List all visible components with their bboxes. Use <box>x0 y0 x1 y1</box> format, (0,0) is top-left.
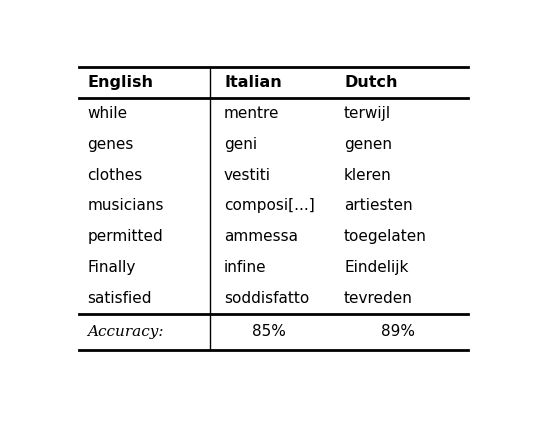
Text: while: while <box>88 106 128 121</box>
Text: kleren: kleren <box>344 167 392 183</box>
Text: composi[...]: composi[...] <box>224 198 315 213</box>
Text: genen: genen <box>344 137 392 152</box>
Text: musicians: musicians <box>88 198 164 213</box>
Text: English: English <box>88 75 153 90</box>
Text: genes: genes <box>88 137 134 152</box>
Text: tevreden: tevreden <box>344 291 413 306</box>
Text: 89%: 89% <box>381 324 415 339</box>
Text: vestiti: vestiti <box>224 167 271 183</box>
Text: clothes: clothes <box>88 167 143 183</box>
Text: soddisfatto: soddisfatto <box>224 291 309 306</box>
Text: infine: infine <box>224 260 266 275</box>
Text: artiesten: artiesten <box>344 198 413 213</box>
Text: Dutch: Dutch <box>344 75 397 90</box>
Text: ammessa: ammessa <box>224 229 298 244</box>
Text: geni: geni <box>224 137 257 152</box>
Text: permitted: permitted <box>88 229 163 244</box>
Text: Italian: Italian <box>224 75 282 90</box>
Text: terwijl: terwijl <box>344 106 391 121</box>
Text: Eindelijk: Eindelijk <box>344 260 409 275</box>
Text: toegelaten: toegelaten <box>344 229 427 244</box>
Text: Accuracy:: Accuracy: <box>88 325 164 339</box>
Text: mentre: mentre <box>224 106 279 121</box>
Text: Finally: Finally <box>88 260 136 275</box>
Text: satisfied: satisfied <box>88 291 152 306</box>
Text: 85%: 85% <box>252 324 286 339</box>
